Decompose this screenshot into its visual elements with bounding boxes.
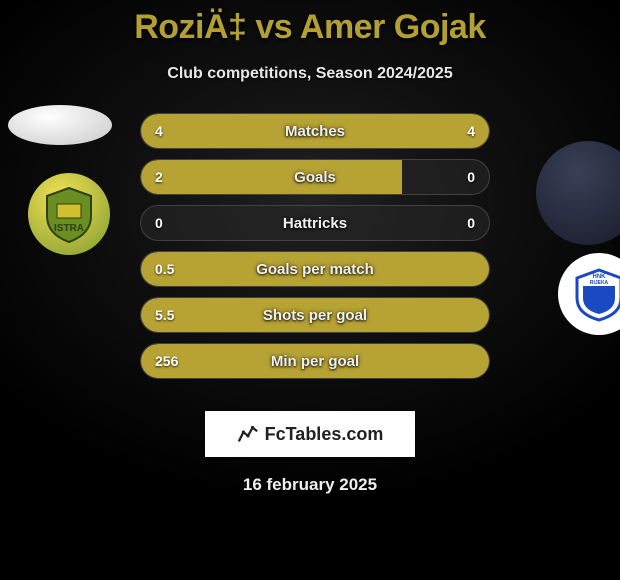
shield-icon: HNK RIJEKA — [569, 264, 620, 324]
branding-badge: FcTables.com — [205, 411, 415, 457]
stat-value-left: 5.5 — [141, 307, 201, 323]
club-logo-left: ISTRA — [28, 173, 110, 255]
stat-row: 0.5Goals per match — [140, 251, 490, 287]
stat-row: 4Matches4 — [140, 113, 490, 149]
stat-label: Hattricks — [201, 215, 429, 232]
stat-label: Goals per match — [201, 261, 429, 278]
stat-label: Shots per goal — [201, 307, 429, 324]
stat-label: Min per goal — [201, 353, 429, 370]
player-left-avatar — [8, 105, 112, 145]
stat-value-right: 0 — [429, 215, 489, 231]
stat-value-right: 4 — [429, 123, 489, 139]
subtitle: Club competitions, Season 2024/2025 — [0, 65, 620, 83]
player-right-avatar — [536, 141, 620, 245]
branding-text: FcTables.com — [265, 424, 384, 445]
stat-value-right: 0 — [429, 169, 489, 185]
stat-row: 0Hattricks0 — [140, 205, 490, 241]
page-title: RoziÄ‡ vs Amer Gojak — [0, 0, 620, 47]
stat-row: 2Goals0 — [140, 159, 490, 195]
stats-arena: ISTRA HNK RIJEKA 4Matches42Goals00Hattri… — [0, 113, 620, 393]
stat-value-left: 256 — [141, 353, 201, 369]
stat-rows: 4Matches42Goals00Hattricks00.5Goals per … — [140, 113, 490, 389]
stat-value-left: 4 — [141, 123, 201, 139]
stat-value-left: 2 — [141, 169, 201, 185]
stat-label: Matches — [201, 123, 429, 140]
stat-row: 5.5Shots per goal — [140, 297, 490, 333]
chart-icon — [237, 423, 259, 445]
shield-icon: ISTRA — [39, 184, 99, 244]
comparison-card: RoziÄ‡ vs Amer Gojak Club competitions, … — [0, 0, 620, 495]
stat-value-left: 0.5 — [141, 261, 201, 277]
svg-text:RIJEKA: RIJEKA — [590, 280, 609, 286]
stat-value-left: 0 — [141, 215, 201, 231]
date-label: 16 february 2025 — [0, 475, 620, 495]
club-logo-right: HNK RIJEKA — [558, 253, 620, 335]
stat-row: 256Min per goal — [140, 343, 490, 379]
svg-text:ISTRA: ISTRA — [54, 223, 84, 234]
stat-label: Goals — [201, 169, 429, 186]
